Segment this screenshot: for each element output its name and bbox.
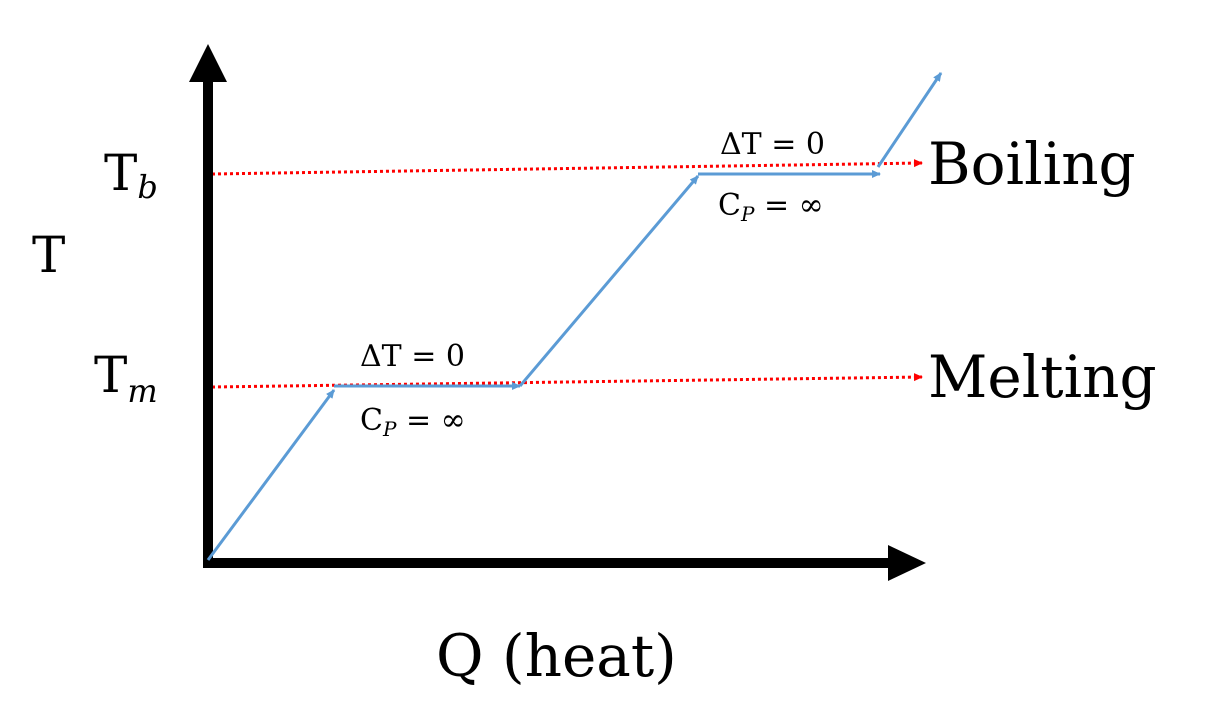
melting-label: Melting (928, 343, 1157, 411)
y-axis-arrowhead (189, 44, 227, 82)
curve-liquid-heating (518, 175, 700, 387)
x-axis-label: Q (heat) (436, 622, 677, 690)
melting-cp-infinite: CP = ∞ (360, 403, 466, 441)
melting-reference-line (211, 373, 923, 389)
boiling-label: Boiling (928, 130, 1136, 198)
y-axis-label: T (32, 226, 65, 284)
boiling-cp-infinite: CP = ∞ (718, 188, 824, 226)
boiling-delta-t: ΔT = 0 (720, 127, 825, 162)
curve-gas-heating (876, 72, 943, 168)
x-axis-arrowhead (888, 545, 926, 581)
curve-solid-heating (206, 389, 336, 561)
melting-delta-t: ΔT = 0 (360, 339, 465, 374)
boiling-reference-line (211, 159, 923, 176)
boiling-temp-label: Tb (104, 144, 158, 206)
melting-temp-label: Tm (94, 346, 158, 410)
